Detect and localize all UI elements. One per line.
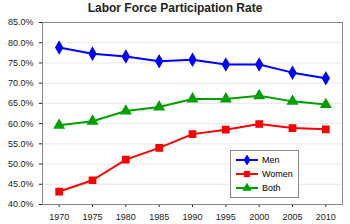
svg-text:80.0%: 80.0%	[8, 38, 34, 48]
svg-text:40.0%: 40.0%	[8, 199, 34, 209]
svg-text:45.0%: 45.0%	[8, 179, 34, 189]
html-text:Women: Women	[262, 169, 293, 179]
svg-text:50.0%: 50.0%	[8, 159, 34, 169]
svg-text:1990: 1990	[182, 212, 202, 222]
svg-text:60.0%: 60.0%	[8, 118, 34, 128]
svg-text:55.0%: 55.0%	[8, 139, 34, 149]
svg-text:2005: 2005	[282, 212, 302, 222]
svg-text:1975: 1975	[82, 212, 102, 222]
svg-text:70.0%: 70.0%	[8, 78, 34, 88]
html-text:Labor Force Participation Rate: Labor Force Participation Rate	[87, 1, 263, 15]
svg-text:1980: 1980	[116, 212, 136, 222]
svg-text:85.0%: 85.0%	[8, 17, 34, 27]
svg-text:65.0%: 65.0%	[8, 98, 34, 108]
svg-text:1995: 1995	[216, 212, 236, 222]
svg-text:1970: 1970	[49, 212, 69, 222]
html-text:Men: Men	[262, 155, 280, 165]
svg-text:1985: 1985	[149, 212, 169, 222]
svg-text:2000: 2000	[249, 212, 269, 222]
svg-text:2010: 2010	[316, 212, 336, 222]
html-text:Both: Both	[262, 183, 281, 193]
svg-text:75.0%: 75.0%	[8, 58, 34, 68]
